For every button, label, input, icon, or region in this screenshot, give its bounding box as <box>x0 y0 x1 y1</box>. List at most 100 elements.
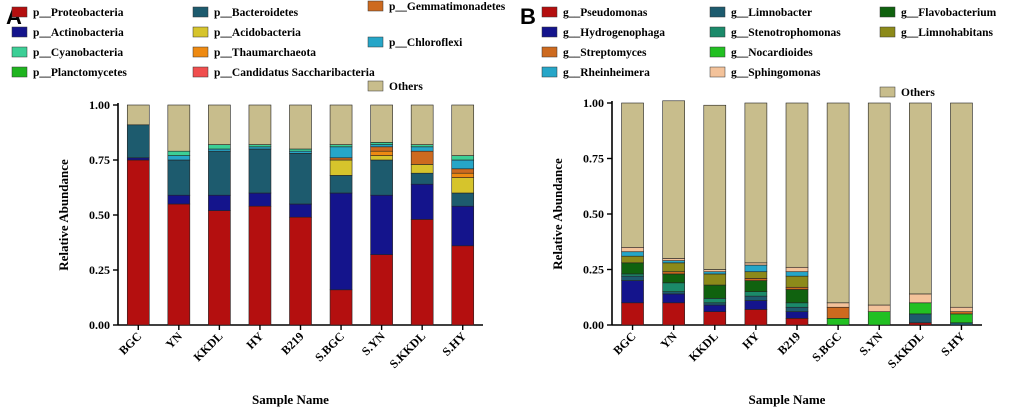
legend-swatch <box>541 26 558 38</box>
bar-segment-g-limnobacter <box>950 322 973 326</box>
bar-segment-others <box>703 104 727 270</box>
legend-label: p__Actinobacteria <box>33 27 124 39</box>
bar-segment-others <box>451 104 475 156</box>
x-axis-title: Sample Name <box>252 392 329 407</box>
bar-segment-g-sphingomonas <box>662 258 685 261</box>
bar-segment-g-flavobacterium <box>785 289 809 304</box>
bar-segment-g-stenotrophomonas <box>785 302 809 308</box>
y-axis-title: Relative Abundance <box>56 159 71 271</box>
legend-swatch <box>541 6 558 18</box>
y-tick-label: 0.75 <box>89 153 110 167</box>
legend-swatch <box>192 26 209 38</box>
legend-swatch <box>192 6 209 18</box>
y-tick-label: 0.50 <box>583 207 604 221</box>
bar-segment-g-stenotrophomonas <box>703 298 727 304</box>
bar-segment-others <box>826 102 850 304</box>
bar-segment-g-nocardioides <box>909 302 932 315</box>
bar-segment-g-streptomyces <box>785 286 809 290</box>
bar-segment-p-gemmatimonadetes <box>370 146 393 152</box>
legend-swatch <box>879 86 896 98</box>
bar-segment-p-bacteroidetes <box>126 124 150 159</box>
legend-swatch <box>709 66 726 78</box>
bar-segment-p-bacteroidetes <box>451 192 475 207</box>
bar-segment-others <box>289 104 312 150</box>
bar-segment-p-chloroflexi <box>248 146 272 150</box>
bar-segment-p-acidobacteria <box>370 155 393 161</box>
bar-segment-p-thaumarchaeota <box>451 172 475 178</box>
bar-segment-g-streptomyces <box>744 278 768 281</box>
bar-segment-p-bacteroidetes <box>208 150 231 196</box>
bar-segment-g-rheinheimera <box>744 264 768 273</box>
bar-segment-others <box>621 102 644 248</box>
bar-segment-p-chloroflexi <box>208 148 231 152</box>
x-tick-label: YN <box>658 329 680 351</box>
legend-swatch <box>879 26 896 38</box>
bar-segment-g-streptomyces <box>950 311 973 315</box>
bar-segment-p-proteobacteria <box>126 159 150 326</box>
legend-label: p__Bacteroidetes <box>214 7 299 19</box>
bar-segment-g-limnohabitans <box>662 262 685 273</box>
bar-segment-g-rheinheimera <box>621 251 644 257</box>
y-tick-label: 0.75 <box>583 152 604 166</box>
bar-segment-cyan2 <box>410 144 434 148</box>
bar-segment-others <box>744 102 768 264</box>
bar-segment-p-actinobacteria <box>370 194 393 255</box>
bar-segment-g-limnohabitans <box>785 275 809 288</box>
bar-segment-g-limnohabitans <box>744 271 768 279</box>
legend-label: g__Flavobacterium <box>901 7 997 19</box>
bar-segment-p-gemmatimonadetes <box>329 157 353 161</box>
legend-label: p__Thaumarchaeota <box>214 47 316 59</box>
bar-segment-others <box>208 104 231 145</box>
bar-segment-g-limnohabitans <box>703 273 727 286</box>
bar-segment-g-pseudomonas <box>703 311 727 326</box>
bar-segment-g-sphingomonas <box>744 262 768 266</box>
legend-swatch <box>709 26 726 38</box>
legend-label: g__Nocardioides <box>731 47 813 59</box>
legend-swatch <box>11 6 28 18</box>
y-tick-label: 0.25 <box>583 263 604 277</box>
bar-segment-g-pseudomonas <box>785 318 809 326</box>
bar-segment-p-chloroflexi <box>289 150 312 154</box>
legend-label: g__Stenotrophomonas <box>731 27 841 39</box>
x-tick-label: KKDL <box>686 329 721 364</box>
bar-segment-g-limnobacter <box>909 313 932 324</box>
bar-segment-g-sphingomonas <box>826 302 850 308</box>
bar-segment-g-limnobacter <box>703 302 727 306</box>
panel-label: B <box>520 4 536 29</box>
legend-label: g__Limnobacter <box>731 7 812 19</box>
bar-segment-g-limnobacter <box>662 291 685 295</box>
legend-label: p__Candidatus Saccharibacteria <box>214 67 375 79</box>
y-tick-label: 1.00 <box>583 96 604 110</box>
x-tick-label: S.BGC <box>312 329 347 364</box>
bar-segment-g-stenotrophomonas <box>744 291 768 297</box>
bar-segment-g-hydrogenophaga <box>703 304 727 312</box>
bar-segment-p-bacteroidetes <box>248 148 272 194</box>
y-axis-title: Relative Abundance <box>550 158 565 270</box>
bar-segment-p-thaumarchaeota <box>370 150 393 156</box>
bar-segment-g-limnobacter <box>785 306 809 312</box>
bar-segment-g-stenotrophomonas <box>662 282 685 293</box>
legend-label: p__Acidobacteria <box>214 27 301 39</box>
bar-segment-g-rheinheimera <box>662 260 685 264</box>
bar-segment-others <box>662 100 685 259</box>
bar-segment-g-streptomyces <box>662 271 685 275</box>
phylum-stacked-bar-chart: Ap__Proteobacteriap__Actinobacteriap__Cy… <box>6 0 506 407</box>
legend-swatch <box>11 66 28 78</box>
legend-label: g__Pseudomonas <box>563 7 648 19</box>
bar-segment-p-proteobacteria <box>167 203 191 326</box>
bar-segment-g-flavobacterium <box>744 280 768 293</box>
x-tick-label: S.YN <box>359 329 388 358</box>
bar-segment-p-actinobacteria <box>208 194 231 211</box>
bar-segment-cyan2 <box>289 148 312 152</box>
bar-segment-others <box>867 102 891 306</box>
legend-swatch <box>192 66 209 78</box>
bar-segment-p-actinobacteria <box>410 183 434 220</box>
bar-segment-p-proteobacteria <box>329 289 353 326</box>
bar-segment-g-hydrogenophaga <box>662 293 685 304</box>
legend-label: p__Cyanobacteria <box>33 47 123 59</box>
legend-swatch <box>367 0 384 12</box>
bar-segment-others <box>370 104 393 143</box>
legend-swatch <box>541 46 558 58</box>
legend-swatch <box>11 26 28 38</box>
